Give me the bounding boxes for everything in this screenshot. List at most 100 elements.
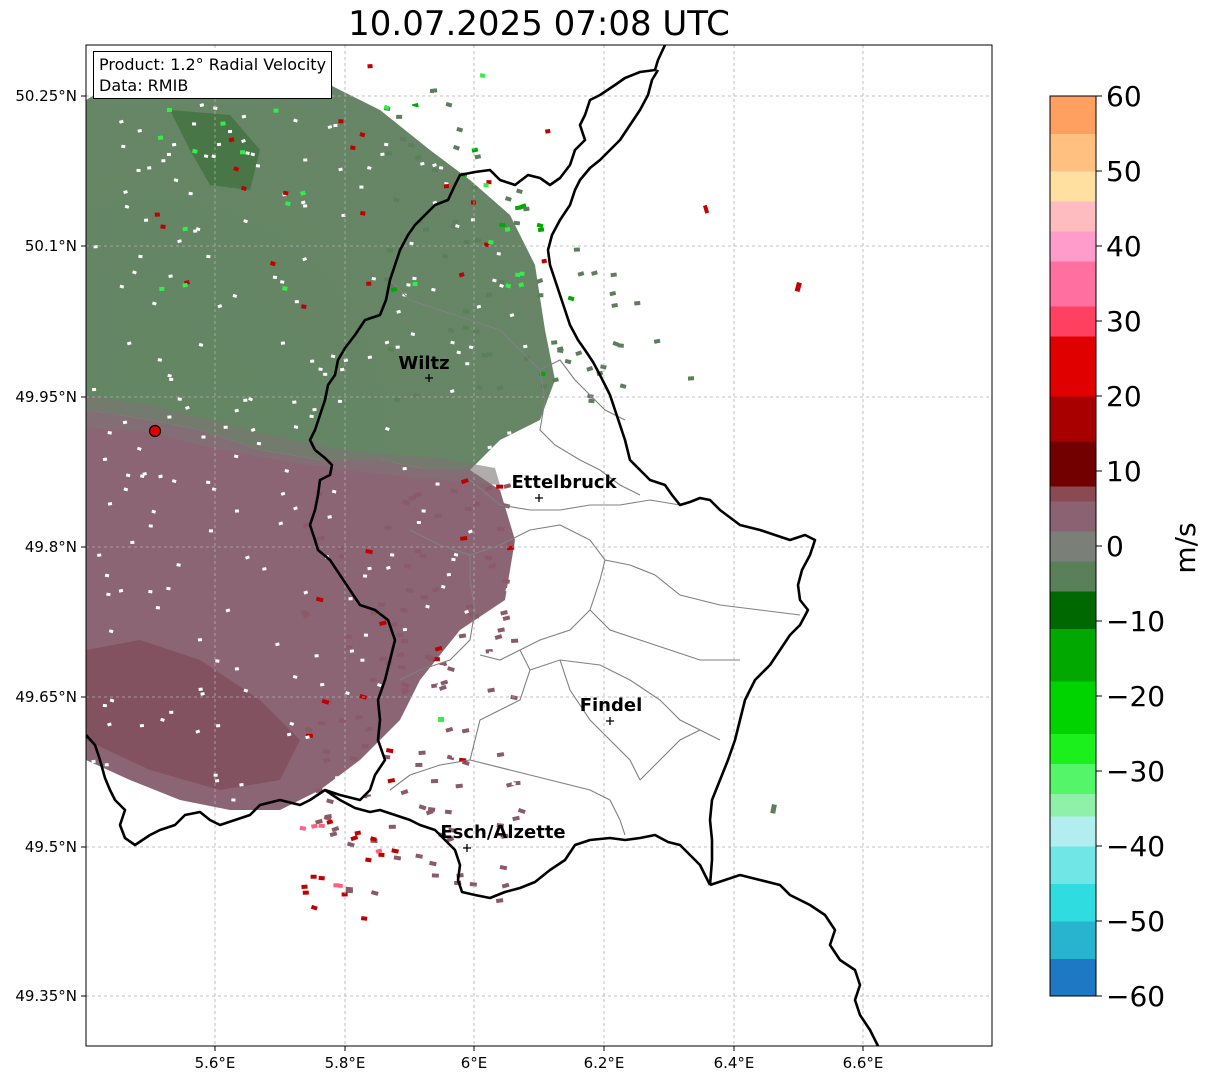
velocity-pixel	[327, 515, 332, 519]
velocity-pixel	[300, 200, 306, 205]
city-markers	[425, 374, 614, 852]
velocity-pixel	[171, 142, 177, 147]
velocity-pixel	[208, 529, 213, 533]
velocity-pixel	[104, 573, 110, 578]
velocity-pixel	[488, 562, 497, 569]
velocity-pixel	[126, 341, 132, 346]
velocity-pixel	[241, 114, 247, 119]
velocity-pixel	[468, 529, 473, 534]
velocity-pixel	[151, 509, 157, 514]
dark-red-band	[86, 640, 300, 790]
velocity-pixel	[136, 168, 141, 173]
velocity-pixel	[510, 694, 518, 701]
velocity-pixel	[310, 904, 318, 911]
velocity-pixel	[282, 190, 289, 196]
velocity-pixel	[429, 88, 437, 94]
velocity-pixel	[199, 103, 205, 108]
velocity-pixel	[499, 283, 504, 288]
velocity-pixel	[293, 118, 298, 123]
velocity-pixel	[335, 776, 340, 780]
velocity-pixel	[448, 827, 456, 833]
velocity-pixel	[321, 698, 330, 705]
velocity-pixel	[344, 634, 352, 639]
velocity-pixel	[486, 351, 493, 357]
velocity-pixel	[521, 721, 526, 726]
velocity-pixel	[171, 479, 177, 484]
velocity-pixel	[367, 166, 372, 170]
velocity-pixel	[360, 916, 368, 921]
velocity-pixel	[427, 806, 436, 812]
velocity-pixel	[494, 634, 503, 640]
velocity-pixel	[396, 652, 405, 658]
velocity-pixel	[513, 499, 518, 503]
velocity-pixel	[147, 166, 152, 170]
velocity-pixel	[523, 206, 530, 212]
velocity-pixel	[586, 366, 594, 372]
velocity-pixel	[461, 728, 470, 734]
velocity-pixel	[318, 823, 325, 829]
velocity-pixel	[167, 373, 172, 378]
velocity-pixel	[234, 408, 240, 413]
velocity-pixel	[397, 664, 406, 671]
velocity-pixel	[421, 509, 426, 513]
velocity-pixel	[315, 818, 323, 825]
velocity-pixel	[232, 293, 238, 298]
velocity-pixel	[402, 499, 410, 506]
velocity-pixel	[540, 384, 548, 389]
velocity-pixel	[702, 204, 710, 214]
velocity-pixel	[406, 283, 411, 287]
x-axis	[214, 1046, 864, 1051]
velocity-pixel	[350, 835, 359, 842]
velocity-pixel	[354, 793, 359, 798]
velocity-pixel	[496, 252, 501, 256]
velocity-pixel	[487, 239, 494, 245]
velocity-pixel	[91, 387, 97, 392]
velocity-pixel	[415, 853, 423, 859]
velocity-pixel	[216, 142, 222, 147]
velocity-pixel	[384, 426, 390, 432]
x-tick-label: 6.6°E	[843, 1054, 884, 1072]
velocity-pixel	[483, 641, 488, 646]
colorbar-segment	[1050, 133, 1096, 172]
velocity-pixel	[401, 638, 409, 644]
velocity-pixel	[518, 626, 523, 631]
velocity-pixel	[445, 726, 454, 733]
velocity-pixel	[476, 304, 482, 309]
velocity-pixel	[388, 824, 396, 829]
colorbar-segment	[1050, 681, 1096, 734]
velocity-pixel	[612, 340, 620, 347]
colorbar-segment	[1050, 336, 1096, 397]
velocity-pixel	[458, 633, 467, 639]
velocity-pixel	[447, 666, 455, 673]
velocity-pixel	[93, 245, 98, 249]
velocity-pixel	[336, 545, 345, 551]
velocity-pixel	[350, 145, 356, 151]
velocity-pixel	[349, 756, 358, 762]
colorbar-segment	[1050, 816, 1096, 847]
velocity-pixel	[243, 219, 248, 224]
velocity-pixel	[384, 142, 389, 147]
velocity-pixel	[402, 466, 407, 471]
velocity-pixel	[449, 389, 455, 394]
velocity-pixel	[378, 852, 385, 858]
velocity-pixel	[459, 630, 464, 634]
velocity-pixel	[231, 798, 236, 802]
velocity-pixel	[434, 513, 442, 519]
colorbar-segment	[1050, 628, 1096, 682]
velocity-pixel	[429, 692, 434, 696]
velocity-pixel	[176, 816, 181, 820]
velocity-pixel	[299, 825, 307, 831]
velocity-pixel	[139, 723, 145, 728]
velocity-pixel	[166, 107, 173, 113]
velocity-pixel	[465, 362, 470, 366]
velocity-pixel	[410, 332, 416, 336]
colorbar-segment	[1050, 441, 1096, 487]
velocity-pixel	[512, 815, 520, 822]
velocity-pixel	[136, 446, 142, 451]
velocity-pixel	[617, 343, 624, 348]
velocity-pixel	[375, 848, 383, 854]
velocity-pixel	[367, 63, 373, 69]
colorbar-segment	[1050, 261, 1096, 307]
velocity-pixel	[564, 358, 572, 365]
velocity-pixel	[362, 574, 368, 578]
